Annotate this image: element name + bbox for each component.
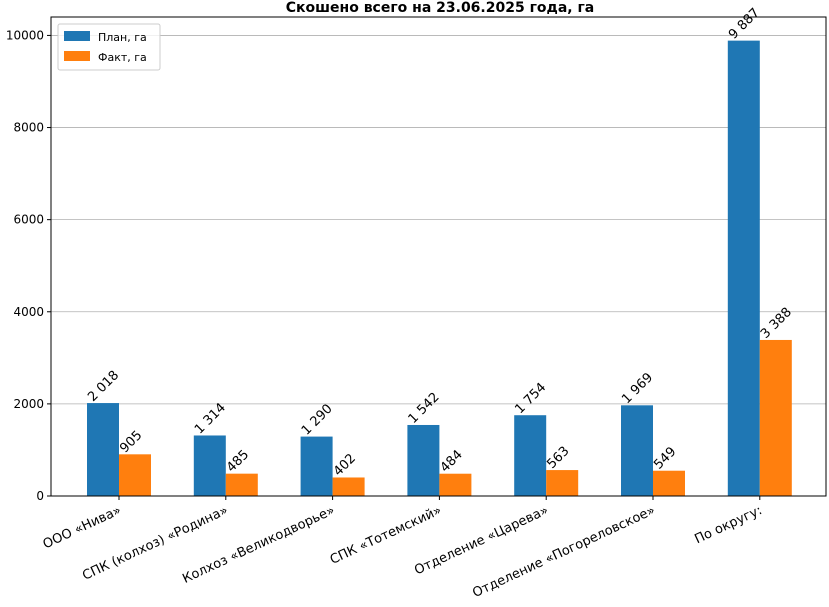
bar-plan bbox=[621, 405, 653, 496]
x-tick-label: По округу: bbox=[692, 503, 764, 547]
data-label-fact: 484 bbox=[438, 447, 466, 475]
y-tick-label: 6000 bbox=[13, 213, 44, 227]
data-label-fact: 3 388 bbox=[758, 305, 795, 342]
bars bbox=[87, 40, 792, 497]
legend-swatch-fact bbox=[64, 51, 90, 61]
plot-frame bbox=[50, 16, 827, 497]
bar-plan bbox=[407, 424, 440, 496]
bar-fact bbox=[653, 470, 685, 496]
data-label-fact: 402 bbox=[331, 451, 359, 479]
bar-plan bbox=[193, 435, 226, 496]
bar-fact bbox=[546, 470, 579, 496]
bar-plan bbox=[87, 403, 119, 496]
data-label-plan: 1 969 bbox=[619, 370, 656, 407]
bar-fact bbox=[119, 454, 151, 496]
bar-fact bbox=[759, 339, 792, 496]
data-label-fact: 905 bbox=[117, 428, 145, 456]
data-label-plan: 1 542 bbox=[406, 390, 443, 427]
x-tick-label: ООО «Нива» bbox=[41, 503, 124, 552]
data-label-plan: 1 754 bbox=[512, 380, 549, 417]
x-tick-label: Отделение «Погореловское» bbox=[470, 503, 657, 601]
bar-fact bbox=[439, 473, 472, 496]
y-tick-label: 8000 bbox=[13, 121, 44, 135]
legend-label-plan: План, га bbox=[98, 31, 147, 44]
bar-plan bbox=[514, 415, 547, 496]
y-tick-label: 4000 bbox=[13, 305, 44, 319]
y-tick-label: 0 bbox=[36, 489, 44, 503]
chart-title: Скошено всего на 23.06.2025 года, га bbox=[286, 0, 594, 16]
bar-fact bbox=[225, 473, 258, 496]
y-tick-label: 2000 bbox=[13, 397, 44, 411]
data-label-plan: 1 290 bbox=[299, 401, 336, 438]
bar-plan bbox=[300, 436, 333, 496]
data-label-plan: 2 018 bbox=[85, 368, 122, 405]
data-label-fact: 485 bbox=[224, 447, 252, 475]
bar-plan bbox=[727, 40, 760, 497]
data-label-plan: 9 887 bbox=[726, 6, 763, 43]
legend: План, га Факт, га bbox=[57, 23, 161, 71]
legend-label-fact: Факт, га bbox=[98, 51, 147, 64]
data-label-plan: 1 314 bbox=[192, 400, 229, 437]
y-tick-label: 10000 bbox=[6, 28, 44, 42]
data-label-fact: 549 bbox=[651, 444, 679, 472]
data-label-fact: 563 bbox=[544, 444, 572, 472]
bar-fact bbox=[332, 477, 365, 496]
data-labels: 2 018 905 1 314 485 1 290 402 1 542 484 1 754 563… bbox=[85, 6, 795, 480]
legend-swatch-plan bbox=[64, 31, 90, 41]
